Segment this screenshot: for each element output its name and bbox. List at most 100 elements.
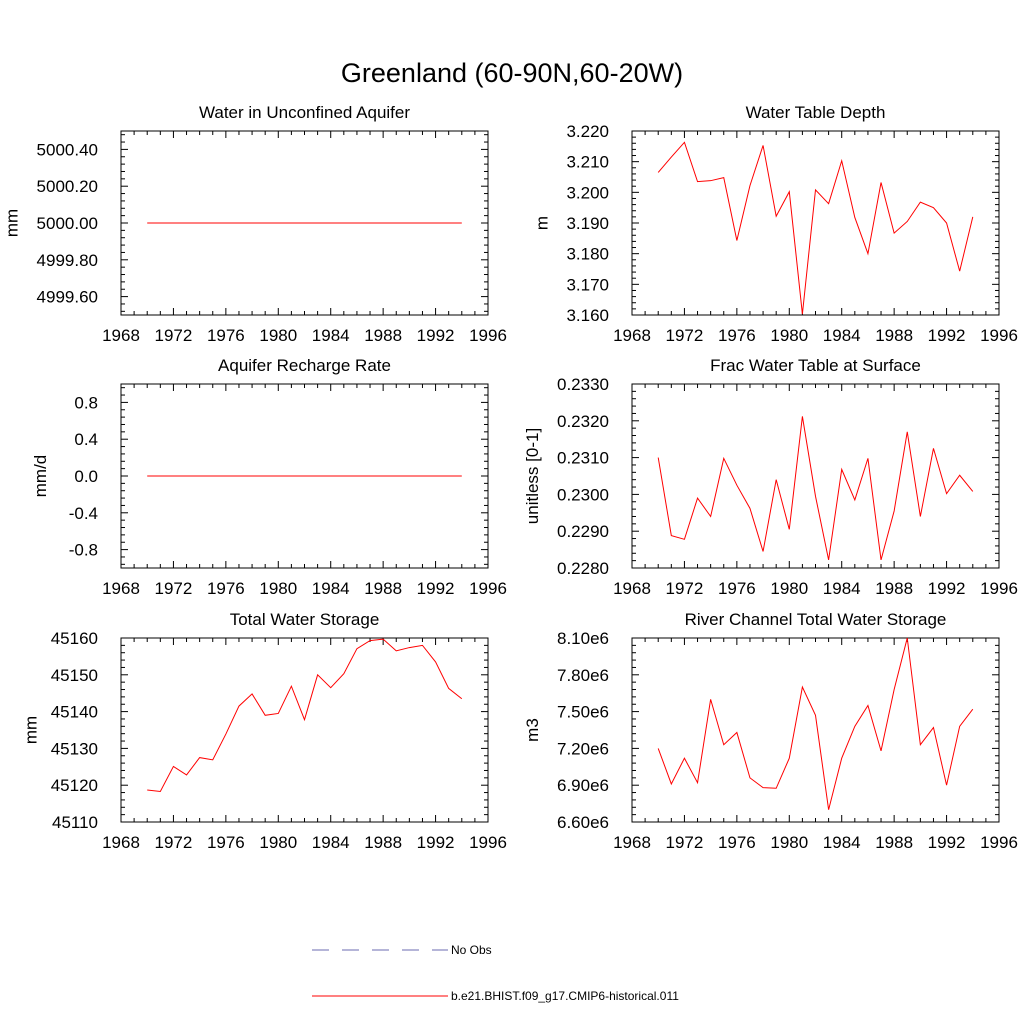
y-tick-label: 6.60e6 bbox=[557, 813, 609, 832]
x-tick-label: 1980 bbox=[259, 326, 297, 345]
x-tick-label: 1976 bbox=[207, 833, 245, 852]
y-tick-label: 4999.80 bbox=[37, 251, 98, 270]
series-line bbox=[147, 638, 463, 792]
y-tick-label: 3.220 bbox=[566, 122, 609, 141]
x-tick-label: 1976 bbox=[718, 833, 756, 852]
y-tick-label: 45110 bbox=[52, 813, 98, 832]
x-tick-label: 1984 bbox=[823, 326, 861, 345]
x-tick-label: 1992 bbox=[417, 833, 455, 852]
y-tick-label: 7.80e6 bbox=[557, 666, 609, 685]
y-tick-label: 45130 bbox=[51, 739, 98, 758]
x-tick-label: 1976 bbox=[207, 579, 245, 598]
x-tick-label: 1972 bbox=[666, 326, 704, 345]
x-tick-label: 1976 bbox=[718, 579, 756, 598]
x-tick-label: 1976 bbox=[718, 326, 756, 345]
x-tick-label: 1968 bbox=[613, 833, 651, 852]
y-tick-label: 3.210 bbox=[566, 153, 609, 172]
x-tick-label: 1984 bbox=[312, 833, 350, 852]
x-tick-label: 1972 bbox=[155, 579, 193, 598]
y-tick-label: 0.2290 bbox=[557, 522, 609, 541]
x-tick-label: 1980 bbox=[770, 833, 808, 852]
plot-frame bbox=[631, 383, 1000, 569]
x-tick-label: 1972 bbox=[155, 833, 193, 852]
x-tick-label: 1972 bbox=[666, 579, 704, 598]
y-tick-label: 45120 bbox=[51, 776, 98, 795]
y-tick-label: 3.170 bbox=[566, 275, 609, 294]
x-tick-label: 1988 bbox=[364, 833, 402, 852]
series-line bbox=[657, 141, 974, 315]
y-tick-label: 0.2320 bbox=[557, 412, 609, 431]
y-tick-label: 0.2330 bbox=[557, 375, 609, 394]
y-tick-label: 5000.00 bbox=[37, 214, 98, 233]
y-tick-label: 0.2280 bbox=[557, 559, 609, 578]
series-line bbox=[657, 416, 974, 561]
plot-frame bbox=[631, 637, 1000, 823]
x-tick-label: 1988 bbox=[875, 326, 913, 345]
x-tick-label: 1996 bbox=[469, 833, 507, 852]
x-tick-label: 1980 bbox=[770, 579, 808, 598]
panel-title: Aquifer Recharge Rate bbox=[218, 356, 391, 375]
y-tick-label: 0.2310 bbox=[557, 449, 609, 468]
x-tick-label: 1996 bbox=[980, 833, 1018, 852]
y-tick-label: 5000.20 bbox=[37, 177, 98, 196]
legend-label: No Obs bbox=[451, 943, 492, 957]
x-tick-label: 1992 bbox=[928, 326, 966, 345]
y-tick-label: 45160 bbox=[51, 629, 98, 648]
series-line bbox=[657, 637, 974, 810]
y-tick-label: 5000.40 bbox=[37, 140, 98, 159]
figure-title: Greenland (60-90N,60-20W) bbox=[341, 58, 683, 88]
x-tick-label: 1968 bbox=[613, 326, 651, 345]
y-axis-label: mm/d bbox=[31, 455, 50, 498]
x-tick-label: 1992 bbox=[928, 579, 966, 598]
panel-title: River Channel Total Water Storage bbox=[685, 610, 947, 629]
y-axis-label: m bbox=[533, 216, 552, 230]
x-tick-label: 1996 bbox=[980, 326, 1018, 345]
x-tick-label: 1972 bbox=[666, 833, 704, 852]
y-tick-label: 0.4 bbox=[74, 430, 98, 449]
x-tick-label: 1980 bbox=[770, 326, 808, 345]
y-tick-label: 6.90e6 bbox=[557, 776, 609, 795]
y-tick-label: 7.20e6 bbox=[557, 739, 609, 758]
y-tick-label: -0.4 bbox=[69, 504, 98, 523]
panel-5: Total Water Storage 1968 1972 1976 1980 1984 1… bbox=[22, 610, 507, 852]
x-tick-label: 1984 bbox=[823, 833, 861, 852]
y-tick-label: 3.200 bbox=[566, 183, 609, 202]
plot-frame bbox=[120, 637, 489, 823]
x-tick-label: 1972 bbox=[155, 326, 193, 345]
x-tick-label: 1968 bbox=[613, 579, 651, 598]
x-tick-label: 1984 bbox=[312, 579, 350, 598]
y-axis-label: mm bbox=[22, 716, 41, 744]
panels: Water in Unconfined Aquifer 1968 1972 1976 1… bbox=[3, 103, 1018, 852]
panel-1: Water in Unconfined Aquifer 1968 1972 1976 1… bbox=[3, 103, 507, 345]
y-tick-label: 45140 bbox=[51, 703, 98, 722]
y-tick-label: 4999.60 bbox=[37, 288, 98, 307]
y-tick-label: 0.2300 bbox=[557, 485, 609, 504]
panel-3: Aquifer Recharge Rate 1968 1972 1976 1980 198… bbox=[31, 356, 507, 598]
plot-frame bbox=[631, 130, 1000, 316]
panel-title: Water Table Depth bbox=[746, 103, 886, 122]
legend-label: b.e21.BHIST.f09_g17.CMIP6-historical.011 bbox=[451, 989, 679, 1003]
x-tick-label: 1980 bbox=[259, 579, 297, 598]
x-tick-label: 1988 bbox=[364, 579, 402, 598]
x-tick-label: 1988 bbox=[875, 579, 913, 598]
panel-4: Frac Water Table at Surface 1968 1972 1976 1… bbox=[523, 356, 1018, 598]
y-tick-label: 0.0 bbox=[74, 467, 98, 486]
panel-6: River Channel Total Water Storage 1968 197… bbox=[523, 610, 1018, 852]
x-tick-label: 1996 bbox=[469, 579, 507, 598]
x-tick-label: 1976 bbox=[207, 326, 245, 345]
y-axis-label: unitless [0-1] bbox=[523, 428, 542, 524]
y-tick-label: 3.160 bbox=[566, 306, 609, 325]
y-tick-label: -0.8 bbox=[69, 541, 98, 560]
x-tick-label: 1996 bbox=[469, 326, 507, 345]
x-tick-label: 1988 bbox=[875, 833, 913, 852]
y-tick-label: 3.180 bbox=[566, 245, 609, 264]
y-tick-label: 45150 bbox=[51, 666, 98, 685]
x-tick-label: 1988 bbox=[364, 326, 402, 345]
y-axis-label: mm bbox=[3, 209, 22, 237]
x-tick-label: 1968 bbox=[102, 326, 140, 345]
x-tick-label: 1992 bbox=[417, 579, 455, 598]
x-tick-label: 1968 bbox=[102, 833, 140, 852]
panel-title: Water in Unconfined Aquifer bbox=[199, 103, 410, 122]
x-tick-label: 1968 bbox=[102, 579, 140, 598]
